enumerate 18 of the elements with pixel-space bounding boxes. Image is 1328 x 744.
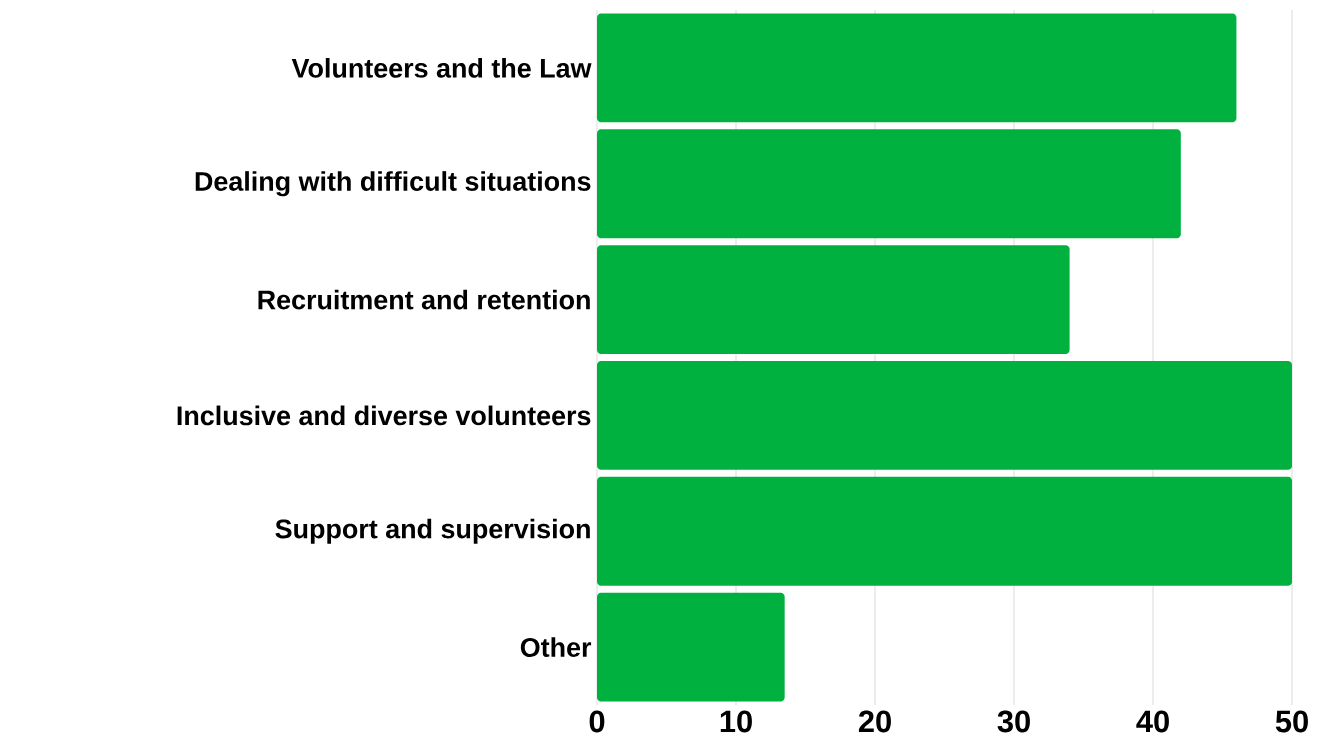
y-tick-label: Inclusive and diverse volunteers [177, 405, 591, 426]
x-tick-label: 10 [720, 710, 752, 733]
bar [597, 13, 1237, 123]
x-tick-label: 40 [1136, 710, 1169, 733]
x-tick-label: 30 [997, 710, 1030, 733]
bar [597, 476, 1293, 586]
bar [597, 592, 785, 702]
y-tick-label: Volunteers and the Law [291, 58, 592, 78]
y-tick-label: Dealing with difficult situations [195, 171, 591, 197]
y-tick-label: Support and supervision [275, 518, 590, 544]
bar [597, 129, 1181, 239]
bar [597, 245, 1070, 355]
y-tick-label: Other [520, 637, 592, 657]
x-tick-label: 20 [858, 710, 891, 733]
x-tick-label: 0 [589, 710, 605, 733]
x-tick-label: 50 [1275, 710, 1308, 733]
y-tick-label: Recruitment and retention [258, 289, 590, 310]
bar [597, 360, 1293, 470]
